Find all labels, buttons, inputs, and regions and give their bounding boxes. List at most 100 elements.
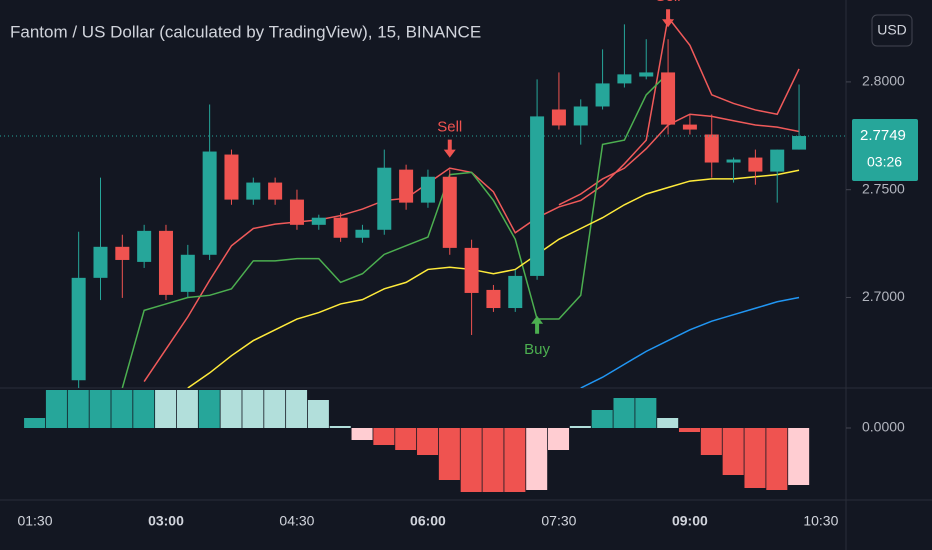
indicator-line — [121, 72, 669, 388]
histogram-bar — [482, 428, 504, 492]
histogram-bar — [438, 428, 460, 480]
signal-label: Buy — [524, 341, 550, 358]
histogram-bar — [722, 428, 744, 475]
histogram-bar — [395, 428, 417, 450]
candle-body — [93, 246, 108, 278]
histogram-bar — [45, 390, 67, 428]
candle-body — [486, 289, 501, 309]
candle-body — [530, 116, 545, 276]
histogram-bar — [569, 426, 591, 428]
y-tick-label: 2.7500 — [862, 180, 905, 196]
histogram-bar — [657, 418, 679, 428]
chart-title: Fantom / US Dollar (calculated by Tradin… — [10, 22, 481, 41]
candle-body — [246, 182, 261, 200]
histogram-bar — [24, 418, 46, 428]
histogram-bar — [417, 428, 439, 455]
overlay: 2.7000 2.7500 2.8000 0.0000 01:30 03:00 04:30 0… — [0, 0, 918, 529]
signal-label: Sell — [437, 119, 462, 136]
histogram-bar — [329, 426, 351, 428]
candle-body — [158, 230, 173, 295]
histogram-bar — [111, 390, 133, 428]
candle-body — [224, 154, 239, 200]
x-tick-label: 06:00 — [410, 513, 446, 529]
candle-body — [420, 176, 435, 203]
histogram-bar — [307, 400, 329, 428]
histogram-bar — [460, 428, 482, 492]
price-label-box — [852, 119, 918, 182]
candle-body — [639, 72, 654, 77]
countdown-label: 03:26 — [867, 154, 902, 170]
indicator-pane — [24, 390, 810, 492]
histogram-bar — [788, 428, 810, 485]
candle-body — [71, 277, 86, 381]
x-tick-label: 07:30 — [541, 513, 576, 529]
histogram-bar — [264, 390, 286, 428]
histogram-bar — [67, 390, 89, 428]
histogram-bar — [155, 390, 177, 428]
histogram-bar — [89, 390, 111, 428]
candle-body — [202, 151, 217, 255]
candle-body — [704, 134, 719, 163]
histogram-bar — [613, 398, 635, 428]
candle-body — [595, 83, 610, 107]
x-tick-label: 10:30 — [803, 513, 838, 529]
candle-body — [508, 275, 523, 309]
candle-body — [726, 159, 741, 163]
histogram-bar — [242, 390, 264, 428]
currency-label[interactable]: USD — [877, 22, 907, 38]
histogram-bar — [351, 428, 373, 440]
signal-arrow — [443, 139, 456, 158]
currency-button[interactable] — [871, 14, 913, 47]
histogram-bar — [504, 428, 526, 492]
candle-body — [289, 199, 304, 225]
candle-body — [792, 136, 807, 150]
candle-body — [115, 246, 130, 260]
histogram-bar — [133, 390, 155, 428]
y-tick-label: 2.7000 — [862, 288, 905, 304]
candle-body — [617, 74, 632, 84]
histogram-bar — [591, 410, 613, 428]
candle-body — [180, 254, 195, 292]
indicator-line — [187, 169, 800, 388]
candle-body — [268, 182, 283, 200]
histogram-bar — [286, 390, 308, 428]
signal-arrow — [662, 9, 675, 28]
candle-body — [551, 109, 566, 126]
price-pane — [71, 15, 807, 388]
candle-body — [661, 72, 676, 125]
histogram-bar — [744, 428, 766, 488]
candle-body — [311, 217, 326, 225]
histogram-bar — [526, 428, 548, 490]
histogram-bar — [220, 390, 242, 428]
y-tick-label: 0.0000 — [862, 419, 905, 435]
candle-body — [333, 217, 348, 238]
candle-body — [464, 247, 479, 293]
candle-body — [137, 230, 152, 262]
signal-label: Sell — [656, 0, 681, 5]
y-tick-label: 2.8000 — [862, 73, 905, 89]
histogram-bar — [678, 428, 701, 432]
histogram-bar — [548, 428, 570, 450]
x-tick-label: 01:30 — [17, 513, 52, 529]
signal-arrow — [531, 315, 544, 334]
candle-body — [355, 229, 370, 238]
candle-body — [770, 149, 785, 172]
histogram-bar — [176, 390, 198, 428]
candle-body — [442, 176, 457, 248]
histogram-bar — [198, 390, 220, 428]
candle-body — [399, 169, 414, 203]
histogram-bar — [635, 398, 657, 428]
x-tick-label: 03:00 — [148, 513, 184, 529]
price-label: 2.7749 — [860, 127, 906, 144]
candle-body — [748, 157, 763, 172]
x-tick-label: 09:00 — [672, 513, 708, 529]
candle-body — [573, 106, 588, 126]
candle-body — [377, 167, 392, 230]
histogram-bar — [373, 428, 395, 445]
indicator-line — [580, 296, 800, 388]
candle-body — [682, 124, 697, 130]
x-tick-label: 04:30 — [279, 513, 314, 529]
indicator-line — [558, 113, 800, 206]
